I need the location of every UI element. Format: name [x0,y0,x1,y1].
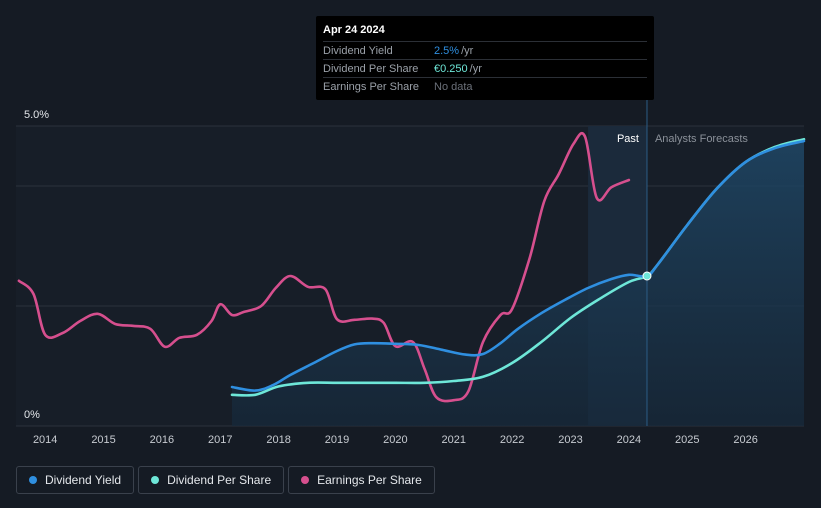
tooltip-label: Earnings Per Share [323,80,419,93]
dividend-yield-marker[interactable] [642,271,652,281]
legend-label: Dividend Per Share [167,473,272,487]
legend-item-dividend-per-share[interactable]: Dividend Per Share [138,466,285,494]
x-tick-label: 2014 [33,434,57,446]
x-tick-label: 2020 [383,434,407,446]
tooltip-row-dividend-yield: Dividend Yield 2.5% /yr [323,41,647,59]
tooltip-value: €0.250 [434,62,468,75]
x-tick-label: 2022 [500,434,524,446]
tooltip-value: No data [434,80,473,93]
tooltip-row-earnings-per-share: Earnings Per Share No data [323,77,647,95]
tooltip-date: Apr 24 2024 [323,24,385,36]
x-tick-label: 2017 [208,434,232,446]
legend-label: Dividend Yield [45,473,122,487]
legend-item-earnings-per-share[interactable]: Earnings Per Share [288,466,435,494]
legend-dot-icon [151,476,160,484]
legend-dot-icon [301,476,310,484]
y-tick-label: 0% [24,409,40,421]
tooltip-value: 2.5% [434,44,460,57]
legend-dot-icon [29,476,37,484]
y-tick-label: 5.0% [24,109,49,121]
x-tick-label: 2019 [325,434,349,446]
legend: Dividend Yield Dividend Per Share Earnin… [16,466,435,494]
dividend-yield-area [232,141,804,426]
tooltip-label: Dividend Yield [323,44,393,57]
earnings-per-share-line[interactable] [17,131,631,403]
dividend-yield-line[interactable] [230,139,806,392]
past-label: Past [617,133,639,145]
x-tick-label: 2015 [91,434,115,446]
x-tick-label: 2021 [442,434,466,446]
x-tick-label: 2026 [733,434,757,446]
tooltip-row-dividend-per-share: Dividend Per Share €0.250 /yr [323,59,647,77]
x-tick-label: 2018 [266,434,290,446]
x-tick-label: 2016 [150,434,174,446]
x-tick-label: 2023 [558,434,582,446]
tooltip-label: Dividend Per Share [323,62,419,75]
legend-item-dividend-yield[interactable]: Dividend Yield [16,466,135,494]
legend-label: Earnings Per Share [317,473,422,487]
tooltip: Apr 24 2024 Dividend Yield 2.5% /yr Divi… [316,16,654,100]
x-tick-label: 2024 [617,434,641,446]
x-tick-label: 2025 [675,434,699,446]
tooltip-unit: /yr [469,62,482,75]
tooltip-unit: /yr [461,44,474,57]
forecast-label: Analysts Forecasts [655,133,748,145]
